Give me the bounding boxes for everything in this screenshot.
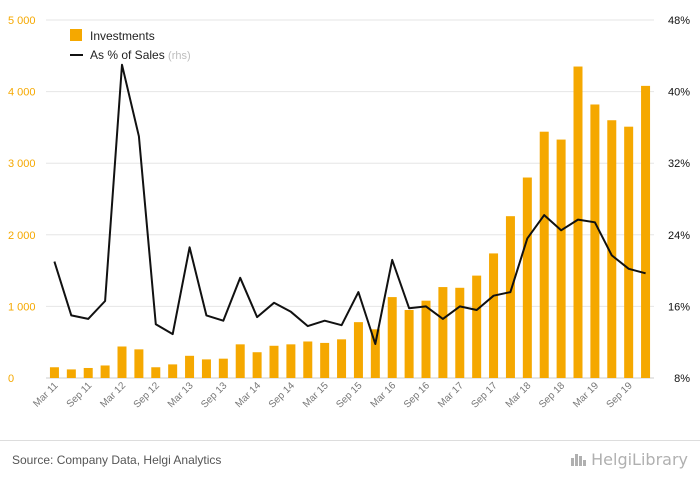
investment-bar — [185, 356, 194, 378]
x-tick-label: Sep 16 — [402, 380, 432, 410]
investment-bar — [202, 359, 211, 378]
investment-bar — [506, 216, 515, 378]
investment-bar — [134, 349, 143, 378]
x-tick-label: Mar 19 — [571, 380, 601, 410]
investment-bar — [303, 341, 312, 378]
x-tick-label: Sep 18 — [537, 380, 567, 410]
investment-bar — [590, 104, 599, 378]
investment-bar — [523, 178, 532, 378]
investment-bar — [405, 310, 414, 378]
x-tick-label: Mar 12 — [98, 380, 128, 410]
investment-bar — [489, 253, 498, 378]
legend-investments-label: Investments — [90, 29, 155, 43]
investment-bar — [270, 346, 279, 378]
investment-bar — [624, 127, 633, 378]
x-tick-label: Sep 11 — [65, 380, 95, 410]
y-right-tick-label: 16% — [668, 301, 690, 313]
x-tick-label: Sep 17 — [469, 380, 499, 410]
x-tick-label: Sep 19 — [605, 380, 635, 410]
y-right-tick-label: 40% — [668, 87, 690, 99]
investment-bar — [118, 346, 127, 378]
investment-bar — [84, 368, 93, 378]
investment-bar — [388, 297, 397, 378]
x-tick-label: Mar 17 — [436, 380, 466, 410]
y-right-tick-label: 32% — [668, 158, 690, 170]
y-left-tick-label: 1 000 — [8, 301, 36, 313]
investment-bar — [50, 367, 59, 378]
y-right-tick-label: 8% — [674, 373, 690, 385]
right-axis: 8% 16% 24% 32% 40% 48% — [668, 15, 690, 385]
footer: Source: Company Data, Helgi Analytics He… — [0, 440, 700, 484]
y-left-tick-label: 2 000 — [8, 230, 36, 242]
investments-chart: 0 1 000 2 000 3 000 4 000 5 000 8% 16% 24% 32% 40… — [0, 0, 700, 440]
investment-bar — [438, 287, 447, 378]
x-tick-label: Mar 14 — [233, 380, 263, 410]
investment-bar — [168, 364, 177, 378]
left-axis: 0 1 000 2 000 3 000 4 000 5 000 — [8, 15, 36, 385]
investment-bar — [641, 86, 650, 378]
x-tick-label: Mar 16 — [369, 380, 399, 410]
investment-bar — [67, 369, 76, 378]
brand-logo: HelgiLibrary — [571, 450, 688, 469]
legend: Investments As % of Sales (rhs) — [70, 29, 191, 62]
investment-bar — [320, 343, 329, 378]
y-left-tick-label: 5 000 — [8, 15, 36, 27]
legend-investments-swatch — [70, 29, 82, 41]
y-right-tick-label: 48% — [668, 15, 690, 27]
x-tick-label: Sep 13 — [199, 380, 229, 410]
investment-bar — [354, 322, 363, 378]
y-left-tick-label: 3 000 — [8, 158, 36, 170]
investment-bar — [557, 140, 566, 378]
investment-bar — [151, 367, 160, 378]
x-tick-label: Mar 18 — [504, 380, 534, 410]
x-tick-label: Mar 13 — [166, 380, 196, 410]
x-tick-label: Sep 12 — [132, 380, 162, 410]
investment-bar — [101, 365, 110, 378]
library-icon — [571, 454, 587, 466]
investment-bar — [472, 276, 481, 378]
investment-bar — [422, 301, 431, 378]
x-tick-label: Sep 14 — [267, 380, 297, 410]
y-left-tick-label: 0 — [8, 373, 14, 385]
investment-bars — [50, 67, 650, 378]
brand-name: HelgiLibrary — [591, 450, 688, 469]
investment-bar — [540, 132, 549, 378]
legend-sales-ratio-label: As % of Sales (rhs) — [90, 48, 191, 62]
y-left-tick-label: 4 000 — [8, 87, 36, 99]
x-tick-label: Sep 15 — [334, 380, 364, 410]
investment-bar — [455, 288, 464, 378]
investment-bar — [236, 344, 245, 378]
investment-bar — [286, 344, 295, 378]
investment-bar — [253, 352, 262, 378]
x-tick-label: Mar 11 — [31, 380, 61, 410]
investment-bar — [219, 359, 228, 378]
investment-bar — [337, 339, 346, 378]
x-tick-label: Mar 15 — [301, 380, 331, 410]
y-right-tick-label: 24% — [668, 230, 690, 242]
source-note: Source: Company Data, Helgi Analytics — [12, 453, 221, 467]
